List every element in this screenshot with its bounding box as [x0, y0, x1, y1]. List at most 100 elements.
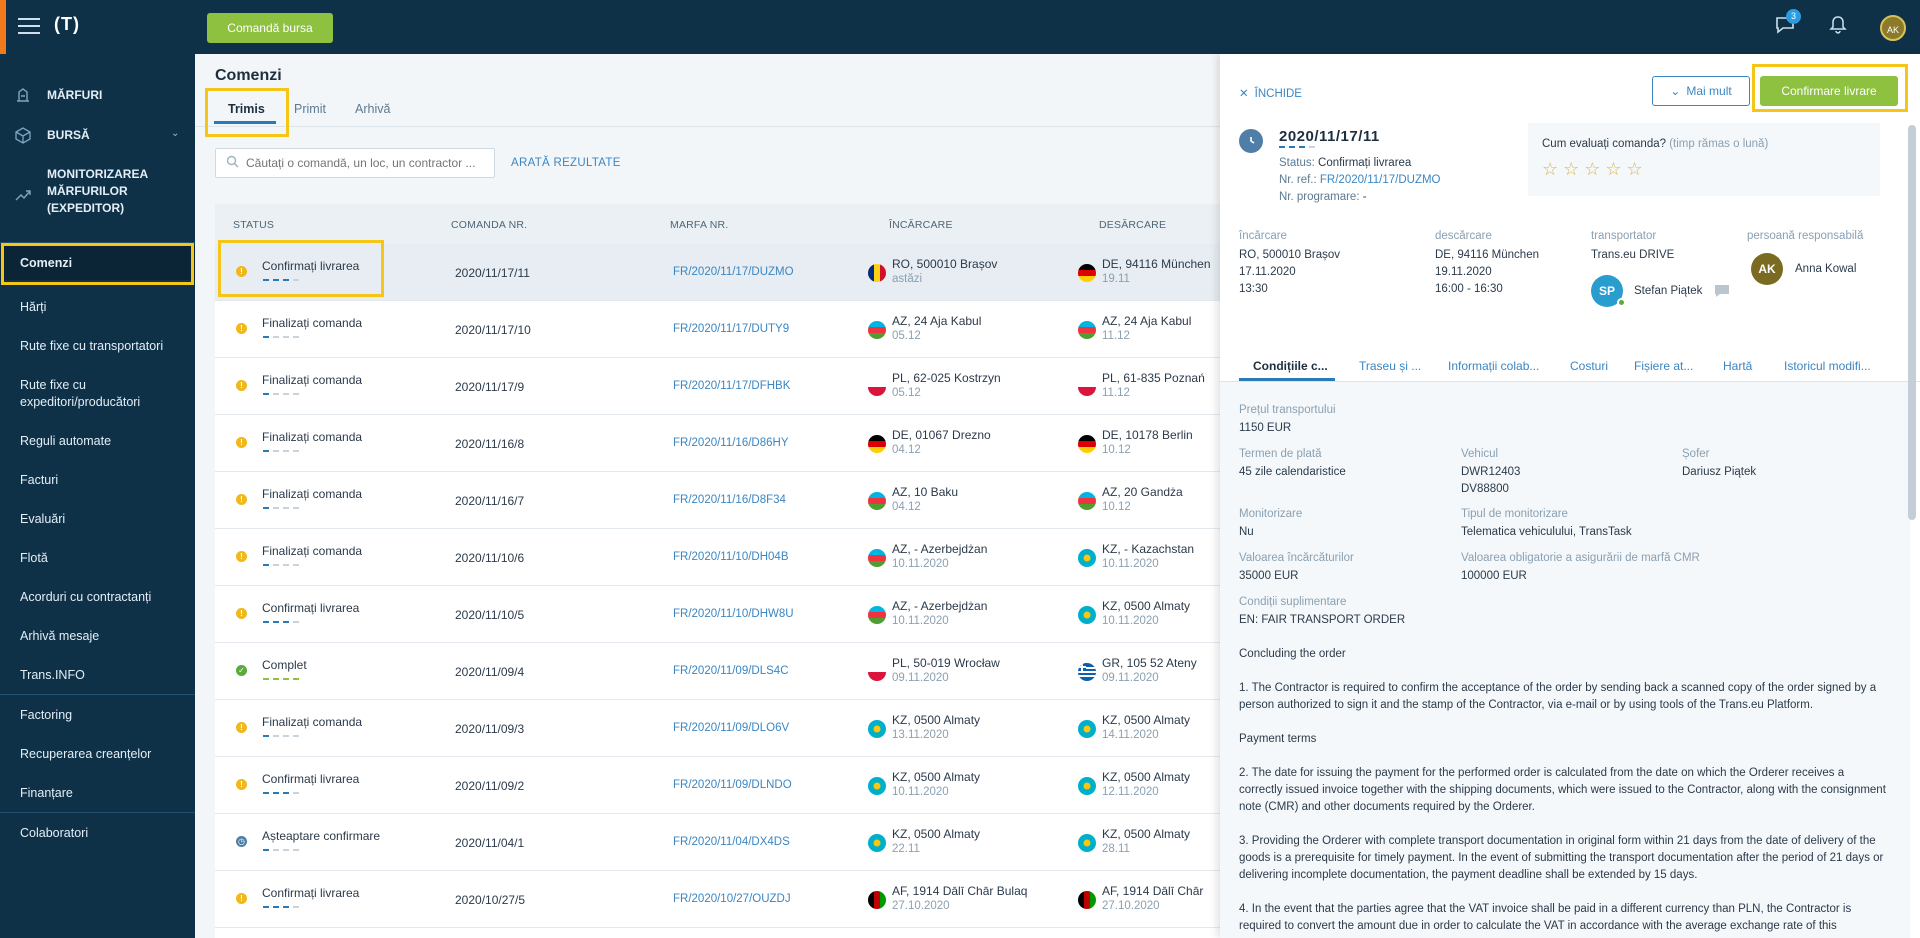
table-row[interactable]: ! Finalizați comanda 2020/11/17/10 FR/2020/… [215, 301, 1220, 358]
sidebar-item-invoices[interactable]: Facturi [20, 473, 59, 487]
show-results-link[interactable]: ARATĂ REZULTATE [511, 157, 621, 169]
cargo-link[interactable]: FR/2020/11/17/DUZMO [673, 266, 794, 278]
tab-archive[interactable]: Arhivă [355, 102, 391, 116]
column-header-unloading[interactable]: DESĂRCARE [1099, 219, 1167, 231]
sidebar-item-automatic-rules[interactable]: Reguli automate [20, 434, 112, 448]
tab-collaboration-info[interactable]: Informații colab... [1448, 359, 1540, 373]
table-row[interactable]: ! Confirmați livrarea 2020/11/09/2 FR/2020/… [215, 757, 1220, 814]
tab-costs[interactable]: Costuri [1570, 359, 1609, 373]
sidebar-item-orders[interactable]: Comenzi [0, 246, 195, 280]
tabs-divider [1220, 381, 1920, 382]
hamburger-menu-icon[interactable] [18, 18, 40, 36]
schedule-line: Nr. programare: - [1279, 191, 1367, 203]
unloading-location: PL, 61-835 Poznań [1102, 371, 1205, 385]
sidebar-item-ratings[interactable]: Evaluări [20, 512, 66, 526]
order-number: 2020/11/17/10 [455, 323, 531, 337]
flag-kz-icon [1078, 606, 1096, 624]
close-button[interactable]: ✕ ÎNCHIDE [1239, 86, 1302, 100]
sidebar-item-fixed-routes-carriers[interactable]: Rute fixe cu transportatori [20, 339, 164, 353]
search-input[interactable] [215, 148, 495, 178]
goods-icon [14, 86, 32, 104]
rating-stars[interactable]: ☆☆☆☆☆ [1542, 159, 1648, 179]
exchange-order-button[interactable]: Comandă bursa [207, 13, 333, 43]
sidebar-item-message-archive[interactable]: Arhivă mesaje [20, 629, 100, 643]
tab-attached-files[interactable]: Fișiere at... [1634, 359, 1694, 373]
loading-date: 04.12 [892, 501, 921, 513]
cargo-link[interactable]: FR/2020/11/10/DH04B [673, 551, 789, 563]
progress-dashes [263, 336, 303, 339]
more-button[interactable]: ⌄ Mai mult [1652, 76, 1750, 106]
sidebar-item-fleet[interactable]: Flotă [20, 551, 48, 565]
flag-pl-icon [1078, 378, 1096, 396]
cargo-link[interactable]: FR/2020/11/09/DLS4C [673, 665, 789, 677]
table-row[interactable]: ! Finalizați comanda 2020/11/16/7 FR/2020/1… [215, 472, 1220, 529]
cargo-link[interactable]: FR/2020/11/10/DHW8U [673, 608, 794, 620]
table-row[interactable]: ! Finalizați comanda 2020/11/16/8 FR/2020/1… [215, 415, 1220, 472]
payment-term-value: 45 zile calendaristice [1239, 466, 1346, 478]
cargo-link[interactable]: FR/2020/11/17/DUTY9 [673, 323, 790, 335]
sidebar-item-monitoring[interactable]: MONITORIZAREA MĂRFURILOR (EXPEDITOR) [0, 166, 195, 226]
tab-order-conditions[interactable]: Condițiile c... [1253, 359, 1328, 373]
sidebar-item-factoring[interactable]: Factoring [20, 708, 73, 722]
flag-af-icon [1078, 891, 1096, 909]
sidebar-item-financing[interactable]: Finanțare [20, 786, 73, 800]
table-row[interactable]: ! Confirmați livrarea 2020/11/10/5 FR/2020/… [215, 586, 1220, 643]
sidebar-item-goods[interactable]: MĂRFURI [0, 86, 195, 110]
flag-gr-icon [1078, 663, 1096, 681]
flag-kz-icon [868, 720, 886, 738]
tab-sent[interactable]: Trimis [228, 102, 265, 116]
chat-icon[interactable] [1714, 284, 1730, 301]
cargo-link[interactable]: FR/2020/11/09/DLO6V [673, 722, 790, 734]
table-row[interactable]: ! Finalizați comanda 2020/11/10/6 FR/2020/1… [215, 529, 1220, 586]
sidebar-item-debt-recovery[interactable]: Recuperarea creanțelor [20, 747, 152, 761]
table-row[interactable]: ✓ Complet 2020/11/09/4 FR/2020/11/09/DLS4C P… [215, 643, 1220, 700]
unloading-date: 14.11.2020 [1102, 729, 1159, 741]
table-row[interactable]: ! Finalizați comanda 2020/11/09/3 FR/2020/1… [215, 700, 1220, 757]
messages-icon[interactable]: 3 [1773, 9, 1801, 39]
sidebar-item-agreements[interactable]: Acorduri cu contractanți [20, 590, 152, 604]
vehicle-label: Vehicul [1461, 448, 1499, 460]
confirm-delivery-button[interactable]: Confirmare livrare [1760, 76, 1898, 106]
sidebar-item-maps[interactable]: Hărți [20, 300, 47, 314]
unloading-date: 09.11.2020 [1102, 672, 1159, 684]
tab-change-history[interactable]: Istoricul modifi... [1784, 359, 1871, 373]
bell-icon[interactable] [1826, 15, 1850, 39]
column-header-cargo-no[interactable]: MARFA NR. [670, 219, 729, 231]
sidebar-item-label: MĂRFURI [47, 88, 103, 102]
tab-map[interactable]: Hartă [1723, 359, 1753, 373]
trans-logo[interactable]: (T) [54, 14, 80, 34]
progress-dashes [263, 507, 303, 510]
responsible-avatar: AK [1751, 253, 1783, 285]
clock-icon [1239, 129, 1263, 153]
unloading-date: 10.11.2020 [1102, 615, 1159, 627]
cargo-link[interactable]: FR/2020/11/16/D8F34 [673, 494, 786, 506]
order-number: 2020/11/09/2 [455, 779, 525, 793]
unloading-date: 10.11.2020 [1102, 558, 1159, 570]
sidebar-item-trans-info[interactable]: Trans.INFO [20, 668, 85, 682]
page-title: Comenzi [215, 67, 282, 84]
sidebar-item-fixed-routes-forwarders[interactable]: Rute fixe cu expeditori/producători [20, 378, 141, 409]
panel-scrollbar[interactable] [1908, 125, 1916, 520]
column-header-status[interactable]: STATUS [233, 219, 275, 231]
tab-route[interactable]: Traseu și ... [1359, 359, 1422, 373]
column-header-loading[interactable]: ÎNCĂRCARE [889, 219, 953, 231]
loading-date: 05.12 [892, 330, 921, 342]
table-row[interactable]: ! Finalizați comanda 2020/11/17/9 FR/2020/1… [215, 358, 1220, 415]
table-row[interactable]: ◷ Așteaptare confirmare 2020/11/04/1 FR/202… [215, 814, 1220, 871]
rating-question-text: Cum evaluați comanda? [1542, 138, 1667, 150]
user-avatar[interactable]: AK [1880, 15, 1906, 41]
sidebar-item-exchange[interactable]: BURSĂ ⌄ [0, 126, 195, 150]
cargo-link[interactable]: FR/2020/11/09/DLNDO [673, 779, 792, 791]
unloading-time: 16:00 - 16:30 [1435, 283, 1503, 295]
monitoring-type-value: Telematica vehiculului, TransTask [1461, 526, 1632, 538]
cargo-link[interactable]: FR/2020/11/04/DX4DS [673, 836, 790, 848]
cargo-link[interactable]: FR/2020/10/27/OUZDJ [673, 893, 791, 905]
column-header-order-no[interactable]: COMANDA NR. [451, 219, 528, 231]
ref-link[interactable]: FR/2020/11/17/DUZMO [1319, 174, 1441, 186]
cargo-link[interactable]: FR/2020/11/17/DFHBK [673, 380, 791, 392]
table-row[interactable]: ! Confirmați livrarea 2020/10/27/5 FR/2020/… [215, 871, 1220, 928]
cargo-link[interactable]: FR/2020/11/16/D86HY [673, 437, 789, 449]
tab-received[interactable]: Primit [294, 102, 326, 116]
sidebar-item-collaborators[interactable]: Colaboratori [20, 826, 89, 840]
table-row[interactable]: ! Confirmați livrarea 2020/11/17/11 FR/2020… [215, 244, 1220, 301]
